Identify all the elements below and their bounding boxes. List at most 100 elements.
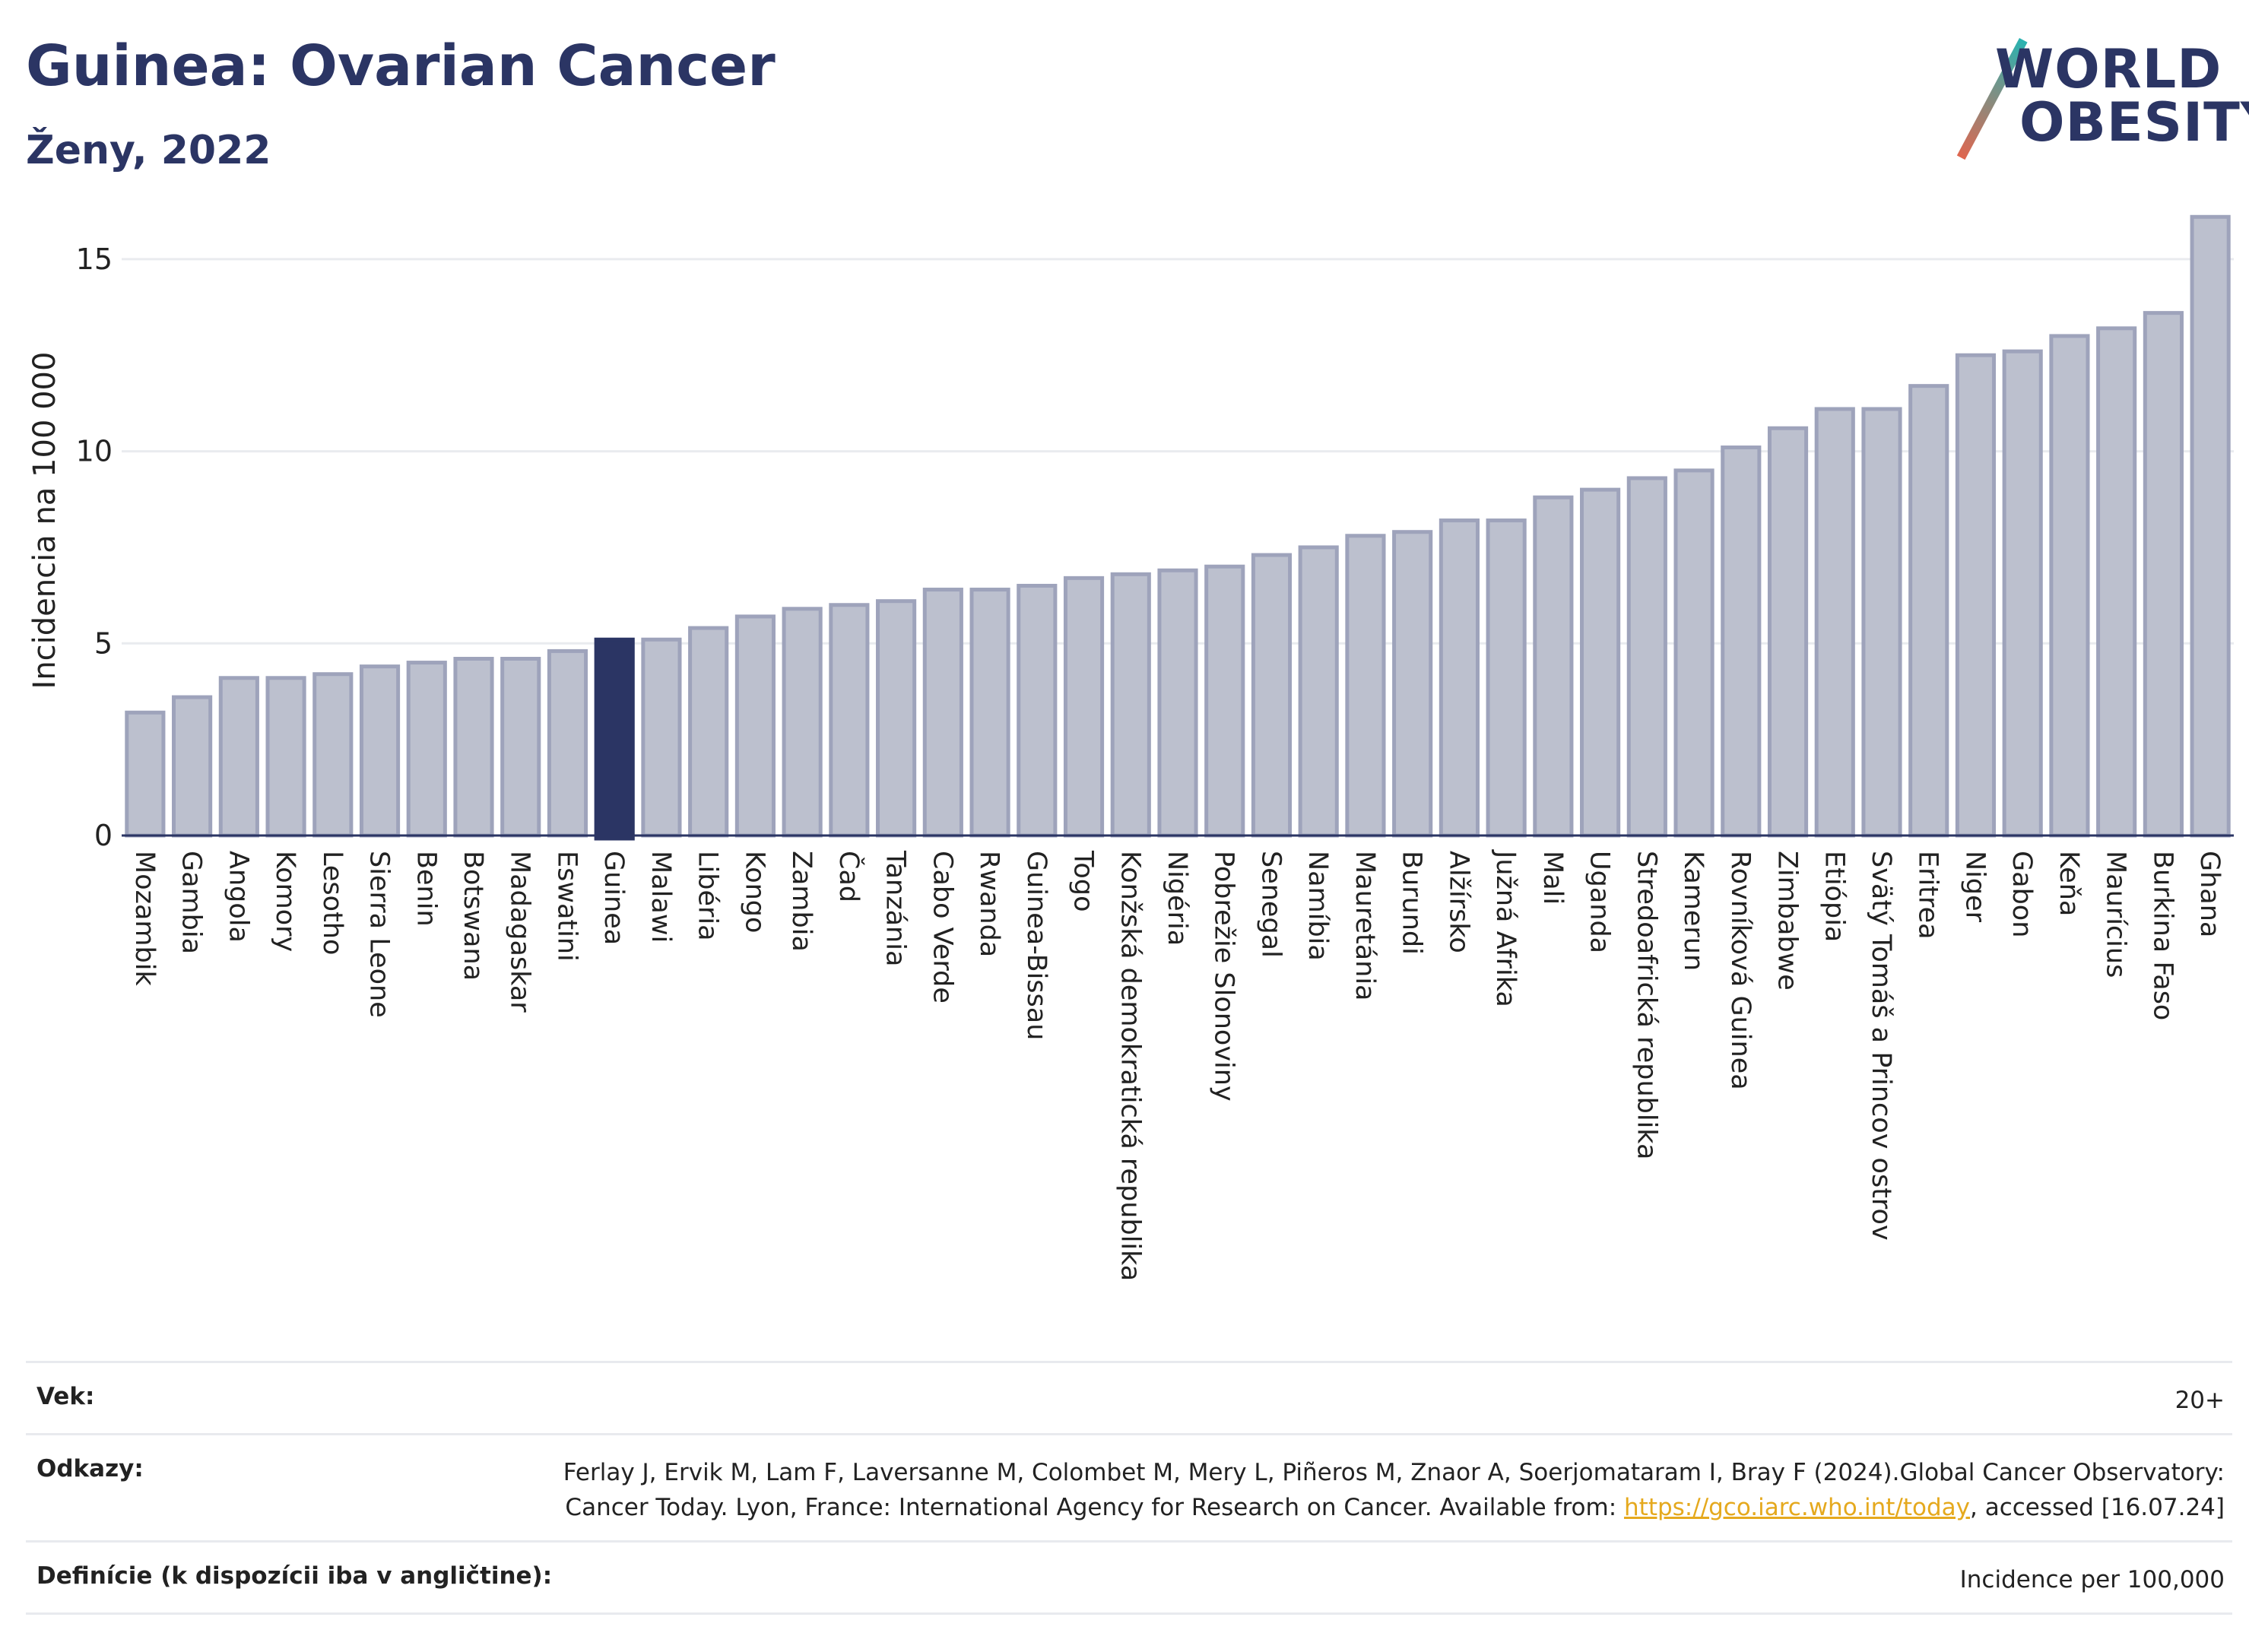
bar xyxy=(2096,326,2137,838)
bar xyxy=(876,599,917,838)
definitions-value: Incidence per 100,000 xyxy=(1959,1566,2225,1593)
bar xyxy=(1814,407,1855,838)
bar xyxy=(2143,311,2184,838)
x-tick-label: Sierra Leone xyxy=(364,851,395,1018)
x-tick-label: Nigéria xyxy=(1162,851,1192,946)
bar xyxy=(1439,518,1480,838)
y-axis-label: Incidencia na 100 000 xyxy=(27,352,62,690)
bar xyxy=(1580,487,1621,838)
references-link[interactable]: https://gco.iarc.who.int/today xyxy=(1624,1494,1970,1521)
bar xyxy=(1251,553,1293,838)
x-tick-label: Svätý Tomáš a Princov ostrov xyxy=(1866,851,1896,1241)
x-tick-label: Guinea xyxy=(598,851,629,945)
x-tick-label: Južná Afrika xyxy=(1490,849,1521,1007)
world-obesity-logo: WORLD OBESITY xyxy=(1956,38,2249,160)
x-tick-label: Mali xyxy=(1537,851,1568,905)
logo-text-world: WORLD xyxy=(1995,38,2222,100)
bar xyxy=(218,676,259,838)
x-tick-label: Čad xyxy=(833,851,865,902)
y-tick-label: 0 xyxy=(94,819,113,852)
bar xyxy=(688,626,729,838)
bar-chart: 0 5 10 15 Incidencia na 100 000 Mozambik Gambi… xyxy=(27,214,2234,1281)
x-tick-label: Alžírsko xyxy=(1443,851,1473,953)
x-tick-label: Zimbabwe xyxy=(1772,851,1803,991)
bar xyxy=(1673,468,1715,838)
bar xyxy=(1721,446,1762,838)
footer-row-age: Vek: 20+ xyxy=(26,1361,2232,1433)
bar xyxy=(922,588,963,838)
x-tick-label: Benin xyxy=(411,851,441,927)
bar xyxy=(2002,349,2043,838)
x-tick-label: Lesotho xyxy=(317,851,347,955)
references-accessed: , accessed [16.07.24] xyxy=(1969,1494,2225,1521)
x-tick-label: Gabon xyxy=(2006,851,2037,937)
x-tick-label: Kamerun xyxy=(1678,851,1708,971)
x-tick-label: Zambia xyxy=(786,851,817,952)
x-tick-label: Etiópia xyxy=(1819,851,1849,942)
bar xyxy=(1626,476,1667,838)
x-tick-label: Eswatini xyxy=(551,851,582,962)
x-tick-label: Mauretánia xyxy=(1350,851,1380,1001)
x-tick-label: Niger xyxy=(1959,851,1990,923)
bar xyxy=(547,648,588,838)
x-tick-label: Stredoafrická republika xyxy=(1631,851,1661,1159)
bar xyxy=(1157,568,1198,838)
footer-table: Vek: 20+ Odkazy: Ferlay J, Ervik M, Lam … xyxy=(26,1361,2232,1615)
bar xyxy=(734,614,776,838)
x-tick-label: Mozambik xyxy=(129,851,160,986)
y-tick-label: 5 xyxy=(94,626,113,660)
references-text: Ferlay J, Ervik M, Lam F, Laversanne M, … xyxy=(476,1455,2225,1525)
bar xyxy=(1204,564,1245,838)
x-tick-label: Burkina Faso xyxy=(2147,851,2178,1020)
x-tick-label: Angola xyxy=(223,851,253,943)
age-value: 20+ xyxy=(2174,1387,2225,1414)
bar xyxy=(172,695,213,838)
x-tick-label: Uganda xyxy=(1584,851,1615,953)
bar xyxy=(1486,518,1527,838)
bar xyxy=(1063,576,1105,838)
references-label: Odkazy: xyxy=(36,1455,144,1482)
y-tick-label: 10 xyxy=(76,435,113,468)
logo-text-obesity: OBESITY xyxy=(2019,91,2249,154)
bar xyxy=(265,676,306,838)
x-tick-label: Burundi xyxy=(1397,851,1427,955)
bar-highlighted xyxy=(594,637,635,841)
bar xyxy=(2190,214,2231,838)
bar xyxy=(969,588,1010,838)
x-tick-label: Malawi xyxy=(646,851,676,943)
x-tick-label: Senegal xyxy=(1255,851,1286,958)
x-tick-label: Rovníková Guinea xyxy=(1725,851,1756,1090)
x-tick-label: Pobrežie Slonoviny xyxy=(1209,851,1239,1102)
x-tick-label: Guinea-Bissau xyxy=(1021,851,1052,1040)
x-tick-label: Cabo Verde xyxy=(927,851,957,1004)
x-tick-label: Tanzánia xyxy=(880,850,911,966)
x-tick-label: Rwanda xyxy=(974,851,1004,957)
bar xyxy=(312,672,354,838)
footer-row-definitions: Definície (k dispozícii iba v angličtine… xyxy=(26,1540,2232,1615)
x-tick-label: Komory xyxy=(270,851,300,952)
bar xyxy=(829,603,870,838)
chart-subtitle: Ženy, 2022 xyxy=(26,128,271,173)
bar xyxy=(1908,384,1949,838)
bar xyxy=(1767,426,1809,838)
x-tick-label: Botswana xyxy=(458,851,488,981)
x-tick-label: Gambia xyxy=(176,851,207,954)
bar xyxy=(1345,534,1386,838)
x-tick-label: Konžská demokratická republika xyxy=(1115,851,1145,1281)
bar xyxy=(500,657,541,838)
chart-title: Guinea: Ovarian Cancer xyxy=(26,33,776,99)
x-tick-label: Namíbia xyxy=(1302,851,1333,961)
y-tick-label: 15 xyxy=(76,243,113,276)
bar xyxy=(406,661,447,838)
bar xyxy=(1392,530,1433,838)
bar xyxy=(641,637,682,838)
x-tick-label: Madagaskar xyxy=(505,851,535,1013)
bar xyxy=(359,664,401,838)
bar xyxy=(1955,353,1997,838)
bar xyxy=(1861,407,1902,838)
x-tick-label: Eritrea xyxy=(1913,851,1943,940)
bar xyxy=(2049,334,2090,838)
bar xyxy=(125,710,166,838)
x-tick-label: Ghana xyxy=(2194,851,2225,937)
footer-row-references: Odkazy: Ferlay J, Ervik M, Lam F, Lavers… xyxy=(26,1433,2232,1540)
